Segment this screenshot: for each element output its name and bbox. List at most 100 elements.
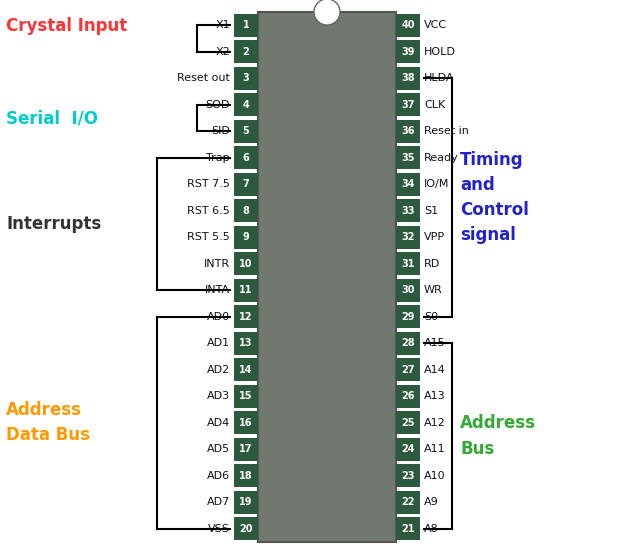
Bar [396,173,420,196]
Bar [234,93,258,116]
Text: 4: 4 [243,100,249,110]
Text: 23: 23 [401,471,415,481]
Text: A8: A8 [424,524,439,534]
Text: RD: RD [424,259,440,268]
Text: 15: 15 [239,391,253,401]
Bar [396,252,420,275]
Text: AD5: AD5 [207,444,230,455]
Text: A15: A15 [424,338,446,348]
Text: IO/M: IO/M [424,179,450,189]
Text: 29: 29 [401,312,415,322]
Bar [234,226,258,249]
Bar [234,491,258,514]
Text: 26: 26 [401,391,415,401]
Text: AD6: AD6 [207,471,230,481]
Text: A13: A13 [424,391,446,401]
Text: AD7: AD7 [207,497,230,507]
Text: 35: 35 [401,153,415,163]
Text: A12: A12 [424,418,446,428]
Text: 1: 1 [243,20,249,30]
Bar [234,332,258,355]
Bar [234,67,258,90]
Text: 18: 18 [239,471,253,481]
Text: RST 5.5: RST 5.5 [187,232,230,242]
Bar [396,226,420,249]
Text: AD4: AD4 [207,418,230,428]
Bar [234,173,258,196]
Text: 12: 12 [239,312,253,322]
Text: 28: 28 [401,338,415,348]
Bar [234,385,258,408]
Text: VSS: VSS [208,524,230,534]
Text: A11: A11 [424,444,446,455]
Text: Reset in: Reset in [424,126,469,136]
Text: 24: 24 [401,444,415,455]
Bar [234,464,258,487]
Text: 27: 27 [401,365,415,375]
Text: 30: 30 [401,285,415,295]
Text: HLDA: HLDA [424,74,455,83]
Bar [258,12,396,542]
Bar [234,411,258,434]
Text: 20: 20 [239,524,253,534]
Text: Ready: Ready [424,153,459,163]
Text: AD1: AD1 [207,338,230,348]
Text: 14: 14 [239,365,253,375]
Text: 33: 33 [401,206,415,216]
Text: INTA: INTA [205,285,230,295]
Circle shape [314,0,340,25]
Bar [396,14,420,37]
Text: 17: 17 [239,444,253,455]
Text: INTR: INTR [204,259,230,268]
Text: 34: 34 [401,179,415,189]
Text: X1: X1 [216,20,230,30]
Text: 25: 25 [401,418,415,428]
Text: 11: 11 [239,285,253,295]
Bar [396,305,420,328]
Text: SOD: SOD [205,100,230,110]
Text: 13: 13 [239,338,253,348]
Bar [234,278,258,302]
Bar [234,358,258,381]
Text: Timing
and
Control
signal: Timing and Control signal [460,151,529,244]
Bar [396,120,420,143]
Bar [396,411,420,434]
Text: VCC: VCC [424,20,447,30]
Bar [396,358,420,381]
Bar [396,40,420,63]
Text: A9: A9 [424,497,439,507]
Text: AD2: AD2 [207,365,230,375]
Text: Reset out: Reset out [177,74,230,83]
Text: 5: 5 [243,126,249,136]
Bar [234,305,258,328]
Text: A14: A14 [424,365,446,375]
Text: 19: 19 [239,497,253,507]
Bar [396,491,420,514]
Text: S0: S0 [424,312,438,322]
Bar [396,67,420,90]
Text: 3: 3 [243,74,249,83]
Text: X2: X2 [216,47,230,57]
Text: S1: S1 [424,206,438,216]
Text: RST 6.5: RST 6.5 [187,206,230,216]
Text: 36: 36 [401,126,415,136]
Bar [234,438,258,461]
Bar [234,146,258,169]
Bar [396,146,420,169]
Bar [396,385,420,408]
Text: 38: 38 [401,74,415,83]
Text: SID: SID [211,126,230,136]
Text: AD0: AD0 [207,312,230,322]
Text: 7: 7 [243,179,249,189]
Text: 9: 9 [243,232,249,242]
Text: 32: 32 [401,232,415,242]
Bar [396,438,420,461]
Bar [396,332,420,355]
Bar [396,517,420,540]
Text: VPP: VPP [424,232,445,242]
Text: CLK: CLK [424,100,445,110]
Bar [234,199,258,222]
Text: 21: 21 [401,524,415,534]
Text: 22: 22 [401,497,415,507]
Bar [234,14,258,37]
